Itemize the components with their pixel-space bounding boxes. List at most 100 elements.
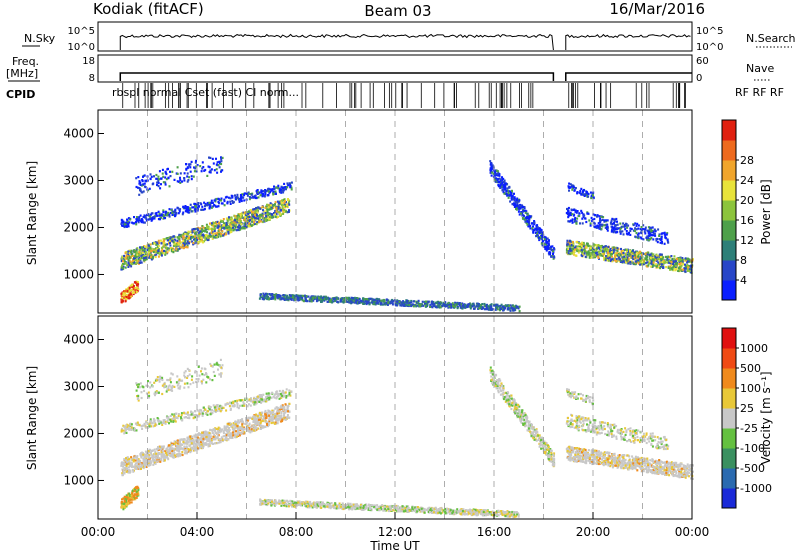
data-cell (218, 233, 221, 236)
data-cell (647, 232, 650, 235)
data-cell (278, 191, 281, 194)
data-cell (250, 193, 253, 196)
data-cell (220, 162, 223, 166)
data-cell (489, 160, 492, 163)
data-cell (356, 297, 359, 300)
y-tick-label: 2000 (63, 220, 94, 234)
data-cell (210, 206, 213, 209)
data-cell (650, 262, 653, 265)
data-cell (201, 238, 203, 241)
data-cell (590, 256, 593, 259)
data-cell (135, 253, 138, 256)
data-cell (267, 204, 270, 207)
data-cell (540, 231, 543, 234)
data-cell (626, 259, 629, 262)
data-cell (170, 238, 173, 241)
data-cell (586, 244, 589, 247)
data-cell (159, 239, 162, 242)
data-cell (396, 302, 399, 305)
y-tick-label: 1000 (63, 267, 94, 281)
data-cell (573, 189, 576, 192)
data-cell (259, 216, 262, 219)
data-cell (227, 438, 230, 441)
data-cell (140, 261, 143, 264)
data-cell (239, 213, 242, 216)
data-cell (244, 215, 247, 219)
data-cell (193, 202, 196, 205)
data-cell (567, 206, 570, 210)
data-cell (446, 302, 449, 305)
data-cell (593, 217, 596, 221)
data-cell (654, 257, 657, 260)
data-cell (402, 301, 404, 305)
data-cell (138, 467, 141, 471)
data-cell (213, 226, 216, 229)
data-cell (587, 193, 590, 196)
data-cell (228, 229, 231, 232)
data-cell (656, 256, 659, 259)
data-cell (300, 294, 303, 297)
data-cell (138, 256, 141, 260)
data-cell (451, 302, 454, 305)
data-cell (156, 183, 158, 187)
data-cell (546, 237, 549, 240)
data-cell (677, 259, 680, 263)
data-cell (567, 185, 570, 188)
data-cell (209, 235, 212, 238)
data-cell (270, 189, 273, 192)
data-cell (178, 238, 181, 241)
data-cell (650, 252, 653, 255)
data-cell (229, 202, 232, 205)
data-cell (271, 293, 274, 296)
data-cell (395, 304, 398, 307)
data-cell (248, 211, 251, 214)
data-cell (663, 231, 666, 234)
data-cell (526, 216, 529, 220)
data-cell (477, 303, 480, 306)
data-cell (259, 293, 262, 297)
data-cell (219, 227, 221, 230)
data-cell (144, 256, 147, 259)
data-cell (186, 175, 189, 178)
data-cell (607, 254, 610, 257)
data-cell (509, 307, 512, 310)
data-cell (180, 246, 183, 249)
data-cell (270, 294, 273, 297)
data-cell (220, 233, 223, 236)
data-cell (396, 299, 399, 302)
data-cell (584, 255, 587, 258)
data-cell (667, 255, 670, 258)
data-cell (123, 290, 126, 293)
data-cell (163, 249, 165, 253)
data-cell (486, 304, 489, 307)
data-cell (265, 205, 268, 208)
data-cell (126, 218, 128, 221)
data-cell (210, 228, 213, 231)
data-cell (364, 300, 367, 303)
power-marks (120, 156, 694, 313)
data-cell (612, 231, 615, 234)
data-cell (132, 285, 135, 288)
data-cell (538, 227, 541, 230)
data-cell (583, 214, 586, 217)
data-cell (186, 244, 189, 247)
data-cell (417, 299, 420, 302)
data-cell (629, 227, 632, 230)
data-cell (671, 268, 674, 271)
data-cell (200, 228, 203, 231)
data-cell (571, 251, 574, 254)
data-cell (678, 266, 681, 269)
data-cell (282, 188, 285, 191)
data-cell (491, 167, 494, 170)
data-cell (169, 241, 171, 245)
data-cell (196, 238, 199, 241)
data-cell (598, 248, 601, 251)
data-cell (134, 281, 137, 284)
data-cell (275, 212, 278, 216)
data-cell (135, 185, 138, 189)
data-cell (265, 215, 268, 218)
data-cell (263, 296, 266, 299)
data-cell (204, 204, 207, 207)
data-cell (328, 297, 331, 300)
data-cell (133, 257, 135, 260)
